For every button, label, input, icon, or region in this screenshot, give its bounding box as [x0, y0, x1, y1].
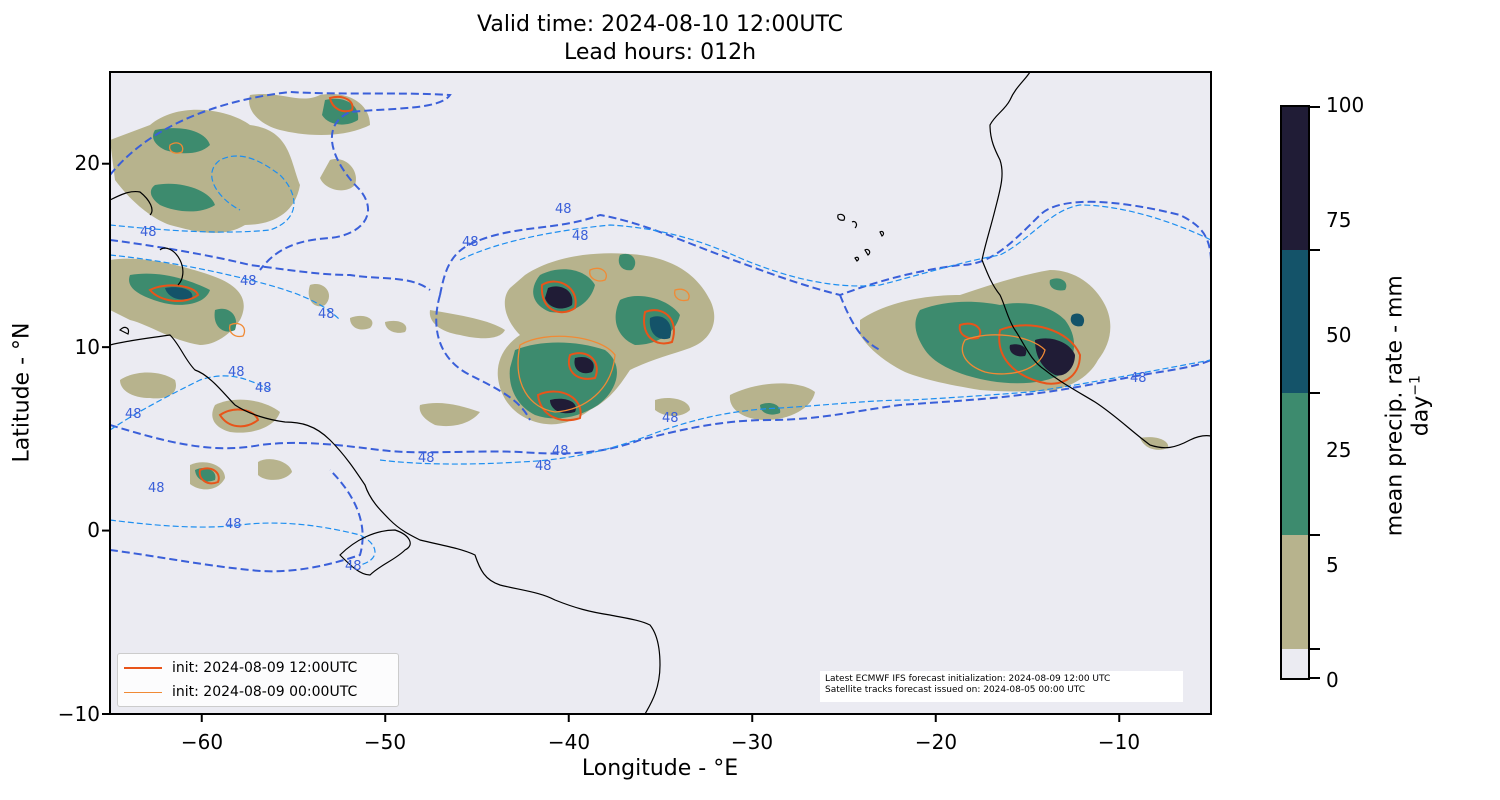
- legend-line-swatch: [124, 691, 162, 693]
- colorbar-tick-mark: [1310, 677, 1320, 679]
- contour-label: 48: [462, 235, 479, 250]
- axis-ticks: [102, 162, 1121, 722]
- contour-label: 48: [140, 225, 157, 240]
- colorbar-tick-mark: [1310, 106, 1320, 108]
- contour-label: 48: [228, 365, 245, 380]
- title-lead-hours: Lead hours: 012h: [563, 40, 757, 65]
- contour-label: 48: [225, 517, 242, 532]
- map-border: [109, 71, 1212, 715]
- precip-field-heavy: [165, 286, 1085, 414]
- contour-label: 48: [240, 274, 257, 289]
- forecast-info-box: Latest ECMWF IFS forecast initialization…: [820, 671, 1183, 702]
- contour-48-light: [110, 155, 1211, 566]
- title-valid-time: Valid time: 2024-08-10 12:00UTC: [477, 12, 843, 37]
- contour-label: 48: [255, 381, 272, 396]
- colorbar-tick-mark: [1310, 534, 1320, 537]
- contour-48-dark: [110, 90, 1211, 573]
- x-tick-label: −50: [363, 730, 407, 754]
- colorbar-label-unit-exponent: −1: [1407, 375, 1424, 396]
- contour-labels: 48 48 48 48 48 48 48 48 48 48 48 48 48 4…: [125, 202, 1147, 574]
- x-tick-label: −60: [180, 730, 224, 754]
- colorbar-label-main: mean precip. rate - mm day: [1382, 275, 1434, 537]
- colorbar: [1280, 105, 1310, 680]
- x-tick-label: −40: [547, 730, 591, 754]
- colorbar-tick-label: 25: [1326, 438, 1352, 462]
- colorbar-band: [1282, 107, 1308, 250]
- colorbar-band: [1282, 392, 1308, 536]
- y-tick-label: 10: [74, 335, 100, 359]
- x-tick-label: −20: [914, 730, 958, 754]
- coastline: [110, 72, 1211, 714]
- contour-label: 48: [535, 459, 552, 474]
- legend-label: init: 2024-08-09 00:00UTC: [172, 684, 358, 700]
- y-axis-label: Latitude - °N: [9, 322, 35, 463]
- legend-item: init: 2024-08-09 00:00UTC: [124, 682, 357, 702]
- y-tick-label: −10: [57, 702, 100, 726]
- colorbar-tick-mark: [1310, 248, 1320, 251]
- contour-label: 48: [1130, 371, 1147, 386]
- colorbar-tick-label: 50: [1326, 323, 1352, 347]
- y-tick-label: 20: [74, 151, 100, 175]
- colorbar-tick-mark: [1310, 648, 1320, 651]
- track-contours-orange: [148, 96, 1082, 485]
- forecast-init-text: Latest ECMWF IFS forecast initialization…: [825, 674, 1111, 684]
- colorbar-tick-label: 100: [1326, 93, 1365, 117]
- colorbar-band: [1282, 649, 1308, 678]
- satellite-tracks-text: Satellite tracks forecast issued on: 202…: [825, 685, 1086, 695]
- y-tick-label: 0: [87, 518, 100, 542]
- contour-label: 48: [552, 444, 569, 459]
- contour-label: 48: [148, 481, 165, 496]
- colorbar-tick-label: 75: [1326, 208, 1352, 232]
- x-tick-label: −10: [1097, 730, 1141, 754]
- map-content: 48 48 48 48 48 48 48 48 48 48 48 48 48 4…: [110, 72, 1211, 714]
- contour-label: 48: [572, 229, 589, 244]
- contour-label: 48: [662, 411, 679, 426]
- colorbar-band: [1282, 249, 1308, 393]
- legend-label: init: 2024-08-09 12:00UTC: [172, 660, 358, 676]
- contour-label: 48: [418, 451, 435, 466]
- x-tick-label: −30: [730, 730, 774, 754]
- colorbar-tick-label: 0: [1326, 668, 1339, 692]
- colorbar-tick-label: 5: [1326, 553, 1339, 577]
- legend-item: init: 2024-08-09 12:00UTC: [124, 658, 357, 678]
- colorbar-band: [1282, 535, 1308, 650]
- legend-line-swatch: [124, 667, 162, 669]
- colorbar-tick-mark: [1310, 391, 1320, 394]
- contour-label: 48: [125, 407, 142, 422]
- contour-label: 48: [555, 202, 572, 217]
- colorbar-label: mean precip. rate - mm day−1: [1382, 246, 1433, 566]
- contour-label: 48: [345, 559, 362, 574]
- x-axis-label: Longitude - °E: [581, 756, 739, 781]
- contour-label: 48: [318, 307, 335, 322]
- legend: init: 2024-08-09 12:00UTC init: 2024-08-…: [117, 653, 399, 707]
- track-contours-orange-light: [169, 142, 1046, 413]
